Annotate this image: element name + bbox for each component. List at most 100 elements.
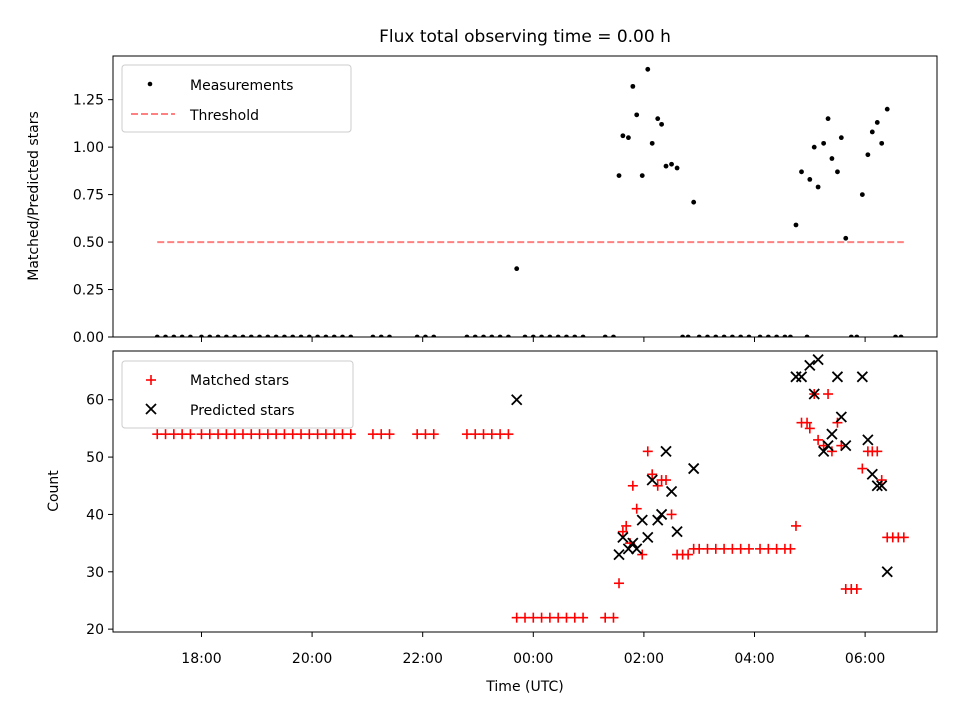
predicted-star-stroke-b	[631, 543, 643, 555]
matched-star-point	[345, 429, 356, 440]
measurement-point	[431, 334, 437, 337]
predicted-star-stroke-b	[636, 514, 648, 526]
matched-star-point	[743, 543, 754, 554]
predicted-star-stroke-b	[665, 485, 678, 498]
legend-marker-predicted	[145, 403, 157, 415]
measurement-point	[680, 334, 686, 337]
measurement-point	[564, 334, 569, 337]
x-tick-label: 22:00	[403, 651, 443, 667]
measurement-point	[215, 334, 221, 337]
measurement-point	[721, 334, 727, 337]
matched-star-point	[642, 446, 653, 457]
measurement-point	[729, 334, 735, 337]
matched-star-point	[813, 434, 824, 445]
predicted-star-point	[671, 526, 683, 538]
measurement-point	[825, 116, 831, 122]
predicted-star-stroke-b	[804, 359, 816, 371]
measurement-point	[848, 334, 854, 337]
measurement-point	[378, 334, 384, 337]
matched-star-point	[666, 509, 677, 520]
matched-star-point	[661, 475, 672, 486]
predicted-star-stroke-b	[511, 394, 523, 406]
measurement-point	[815, 184, 821, 190]
measurement-point	[893, 334, 898, 337]
matched-star-point	[614, 578, 625, 589]
predicted-star-point	[613, 548, 625, 561]
y-tick-label: 1.25	[73, 93, 104, 109]
predicted-star-stroke-b	[881, 566, 893, 578]
y-tick-label: 0.50	[73, 235, 104, 251]
predicted-star-point	[812, 353, 824, 366]
measurement-point	[669, 161, 674, 167]
predicted-star-stroke-b	[835, 411, 847, 423]
matched-star-point	[631, 503, 642, 514]
measurement-point	[265, 334, 271, 337]
predicted-star-point	[652, 514, 664, 526]
measurement-point	[616, 173, 622, 179]
measurement-point	[223, 334, 229, 337]
measurement-point	[290, 334, 296, 337]
matched-star-point	[826, 446, 837, 457]
x-tick-label: 02:00	[624, 651, 664, 667]
predicted-star-point	[808, 388, 820, 400]
predicted-star-stroke-b	[613, 548, 625, 561]
measurement-point	[414, 334, 420, 337]
measurement-point	[788, 334, 793, 337]
measurement-point	[481, 334, 486, 337]
matched-star-point	[428, 429, 439, 440]
measurement-point	[765, 334, 771, 337]
predicted-star-stroke-b	[831, 371, 844, 383]
predicted-star-stroke-b	[642, 531, 654, 544]
predicted-star-stroke-b	[822, 439, 834, 452]
legend-label-threshold: Threshold	[189, 108, 259, 124]
predicted-star-point	[617, 531, 629, 544]
x-tick-label: 18:00	[181, 651, 221, 667]
measurement-point	[696, 334, 702, 337]
measurement-point	[514, 266, 520, 272]
measurement-point	[240, 334, 246, 337]
measurement-point	[879, 140, 885, 146]
y-tick-label: 0.00	[73, 330, 104, 346]
measurement-point	[630, 83, 636, 89]
measurement-point	[738, 334, 744, 337]
matched-star-point	[503, 429, 514, 440]
measurement-point	[757, 334, 763, 337]
matched-star-point	[872, 446, 883, 457]
measurement-point	[497, 334, 503, 337]
predicted-star-point	[665, 485, 678, 498]
measurement-point	[387, 334, 392, 337]
predicted-star-stroke-b	[688, 462, 700, 475]
measurement-point	[489, 334, 495, 337]
matched-star-point	[652, 480, 663, 491]
x-tick-label: 20:00	[292, 651, 332, 667]
predicted-star-stroke-b	[808, 388, 820, 400]
measurement-point	[884, 106, 890, 112]
y-tick-label: 50	[86, 450, 104, 466]
measurement-point	[298, 334, 304, 337]
measurement-point	[674, 165, 680, 171]
matched-star-point	[876, 475, 887, 486]
measurement-point	[282, 334, 287, 337]
predicted-star-stroke-b	[795, 371, 808, 383]
predicted-star-point	[866, 468, 878, 480]
measurement-point	[199, 334, 204, 337]
measurement-point	[273, 334, 279, 337]
predicted-star-point	[831, 371, 844, 383]
measurement-point	[602, 334, 608, 337]
predicted-star-stroke-b	[871, 480, 883, 492]
matched-star-point	[823, 389, 834, 400]
measurement-point	[705, 334, 710, 337]
measurement-point	[171, 334, 177, 337]
measurement-point	[348, 334, 354, 337]
measurement-point	[423, 334, 428, 337]
measurement-point	[865, 152, 871, 158]
matched-star-point	[617, 526, 628, 537]
predicted-star-stroke-b	[862, 434, 874, 446]
bottom-y-axis: 20 30 40 50 60	[86, 393, 113, 638]
bottom-legend-box	[121, 360, 354, 429]
matched-star-point	[802, 417, 813, 428]
predicted-star-stroke-b	[856, 371, 868, 383]
measurement-point	[854, 334, 860, 337]
measurement-point	[315, 334, 321, 337]
top-axes-frame	[112, 55, 938, 338]
